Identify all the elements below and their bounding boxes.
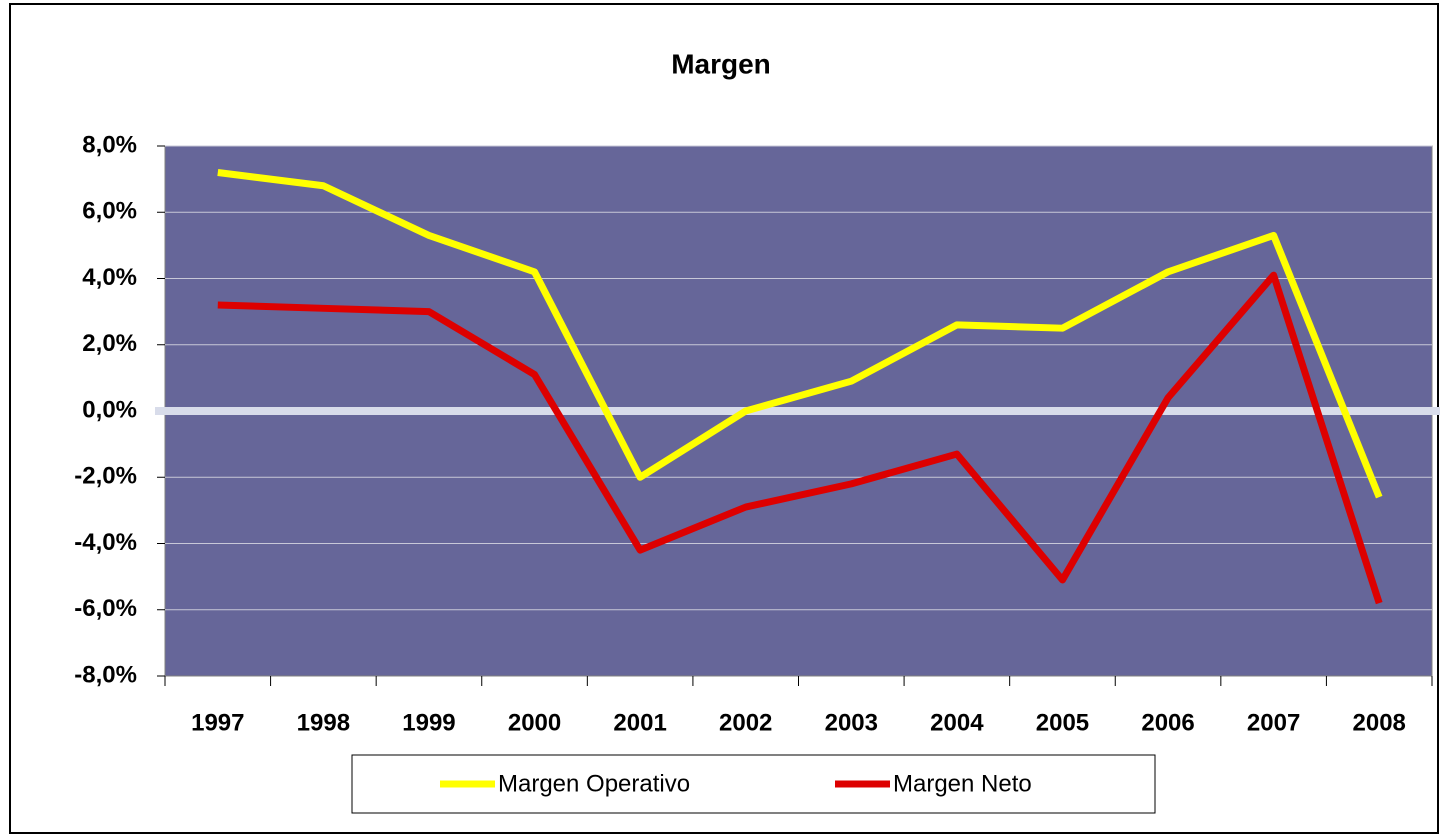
legend-label: Margen Neto: [893, 770, 1032, 797]
x-tick-label: 1999: [402, 709, 455, 736]
x-tick-label: 1997: [191, 709, 244, 736]
series-line: [217, 271, 1383, 605]
y-tick-label: -4,0%: [74, 529, 137, 556]
x-tick-label: 2006: [1141, 709, 1194, 736]
y-tick-label: 8,0%: [82, 131, 137, 158]
legend-label: Margen Operativo: [498, 770, 690, 797]
series-line: [217, 169, 1383, 499]
y-tick-label: 2,0%: [82, 330, 137, 357]
y-tick-label: -2,0%: [74, 463, 137, 490]
chart-title: Margen: [671, 48, 771, 79]
y-tick-label: 4,0%: [82, 264, 137, 291]
legend-box: [351, 754, 1156, 814]
x-tick-label: 2005: [1036, 709, 1089, 736]
x-tick-label: 2003: [825, 709, 878, 736]
x-tick-label: 2008: [1353, 709, 1406, 736]
x-tick-label: 2001: [613, 709, 666, 736]
x-tick-label: 2007: [1247, 709, 1300, 736]
y-tick-label: 0,0%: [82, 396, 137, 423]
x-tick-label: 2000: [508, 709, 561, 736]
y-tick-label: -8,0%: [74, 661, 137, 688]
y-tick-label: -6,0%: [74, 595, 137, 622]
x-tick-label: 2002: [719, 709, 772, 736]
x-tick-label: 2004: [930, 709, 984, 736]
y-tick-label: 6,0%: [82, 198, 137, 225]
x-tick-label: 1998: [297, 709, 350, 736]
